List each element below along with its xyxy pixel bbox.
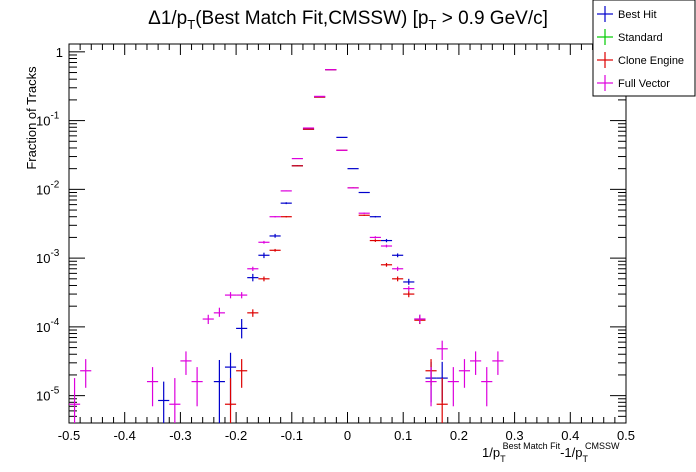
full-vector-point: [69, 378, 81, 423]
best-hit-point: [213, 359, 225, 423]
full-vector-point: [202, 314, 214, 325]
x-tick-label: -0.5: [58, 428, 80, 443]
full-vector-point: [180, 351, 192, 375]
best-hit-point: [258, 252, 270, 259]
x-tick-label: 0.4: [561, 428, 579, 443]
full-vector-point: [80, 359, 92, 388]
y-tick-label: 10-5: [36, 386, 60, 404]
legend-label: Clone Engine: [618, 55, 684, 67]
clone-engine-point: [247, 309, 259, 317]
best-hit-point: [403, 278, 415, 285]
x-tick-label: 0.1: [394, 428, 412, 443]
data-marks: [69, 69, 504, 423]
best-hit-point: [236, 319, 248, 339]
y-tick-label: 10-3: [36, 248, 60, 266]
legend-entry-clone-engine: Clone Engine: [597, 52, 684, 68]
clone-engine-point: [369, 239, 381, 242]
x-tick-label: 0.2: [450, 428, 468, 443]
full-vector-point: [224, 292, 237, 299]
full-vector-point: [191, 367, 203, 407]
chart-title: Δ1/pT(Best Match Fit,CMSSW) [pT > 0.9 Ge…: [148, 8, 548, 32]
full-vector-point: [369, 236, 381, 239]
full-vector-point: [358, 212, 370, 214]
clone-engine-point: [269, 248, 281, 252]
full-vector-point: [236, 292, 248, 299]
best-hit-point: [358, 191, 370, 194]
full-vector-point: [347, 187, 359, 189]
x-tick-label: 0.5: [617, 428, 635, 443]
best-hit-point: [280, 202, 292, 205]
clone-engine-point: [436, 378, 448, 423]
full-vector-point: [380, 244, 393, 248]
full-vector-point: [269, 215, 281, 218]
legend: Best Hit Standard Clone Engine Full Vector: [592, 0, 696, 97]
clone-engine-point: [258, 276, 270, 282]
full-vector-point: [470, 351, 482, 375]
full-vector-point: [447, 367, 459, 407]
y-axis-label: Fraction of Tracks: [24, 66, 39, 170]
legend-entry-best-hit: Best Hit: [597, 6, 657, 22]
full-vector-point: [392, 266, 404, 271]
y-tick-label: 10-4: [36, 317, 60, 335]
full-vector-point: [280, 190, 292, 192]
full-vector-point: [146, 367, 159, 407]
full-vector-point: [425, 367, 437, 407]
x-axis-label: 1/pTBest Match Fit-1/pTCMSSW: [482, 441, 620, 464]
full-vector-point: [492, 351, 504, 375]
full-vector-point: [458, 359, 471, 388]
full-vector-point: [258, 240, 270, 244]
full-vector-point: [247, 266, 259, 271]
legend-label: Best Hit: [618, 9, 657, 21]
y-tick-label: 1: [56, 45, 63, 60]
full-vector-point: [213, 307, 225, 317]
full-vector-point: [414, 314, 426, 324]
full-vector-point: [169, 378, 181, 423]
best-hit-point: [247, 273, 259, 282]
x-tick-label: -0.2: [225, 428, 247, 443]
clone-engine-point: [380, 262, 393, 267]
clone-engine-point: [224, 378, 237, 423]
best-hit-point: [347, 168, 359, 170]
y-tick-label: 10-2: [36, 179, 60, 197]
x-tick-label: -0.4: [113, 428, 135, 443]
x-tick-label: 0: [344, 428, 351, 443]
x-tick-label: -0.1: [281, 428, 303, 443]
clone-engine-point: [236, 359, 248, 388]
legend-label: Standard: [618, 32, 663, 44]
y-tick-label: 10-1: [36, 111, 60, 129]
clone-engine-point: [280, 215, 292, 218]
clone-engine-point: [403, 291, 415, 298]
x-tick-label: -0.3: [169, 428, 191, 443]
legend-entry-standard: Standard: [597, 29, 663, 45]
x-tick-label: 0.3: [506, 428, 524, 443]
full-vector-point: [403, 286, 415, 292]
best-hit-point: [369, 215, 381, 218]
legend-box: [592, 0, 696, 97]
clone-engine-point: [392, 276, 404, 282]
legend-label: Full Vector: [618, 78, 670, 90]
full-vector-point: [436, 340, 448, 360]
legend-entry-full-vector: Full Vector: [597, 75, 670, 91]
clone-engine-point: [358, 214, 370, 216]
best-hit-point: [392, 253, 404, 258]
best-hit-point: [269, 233, 281, 238]
best-hit-point: [380, 238, 393, 243]
clone-engine-point: [291, 165, 303, 167]
best-hit-point: [158, 381, 170, 423]
full-vector-point: [481, 367, 493, 407]
